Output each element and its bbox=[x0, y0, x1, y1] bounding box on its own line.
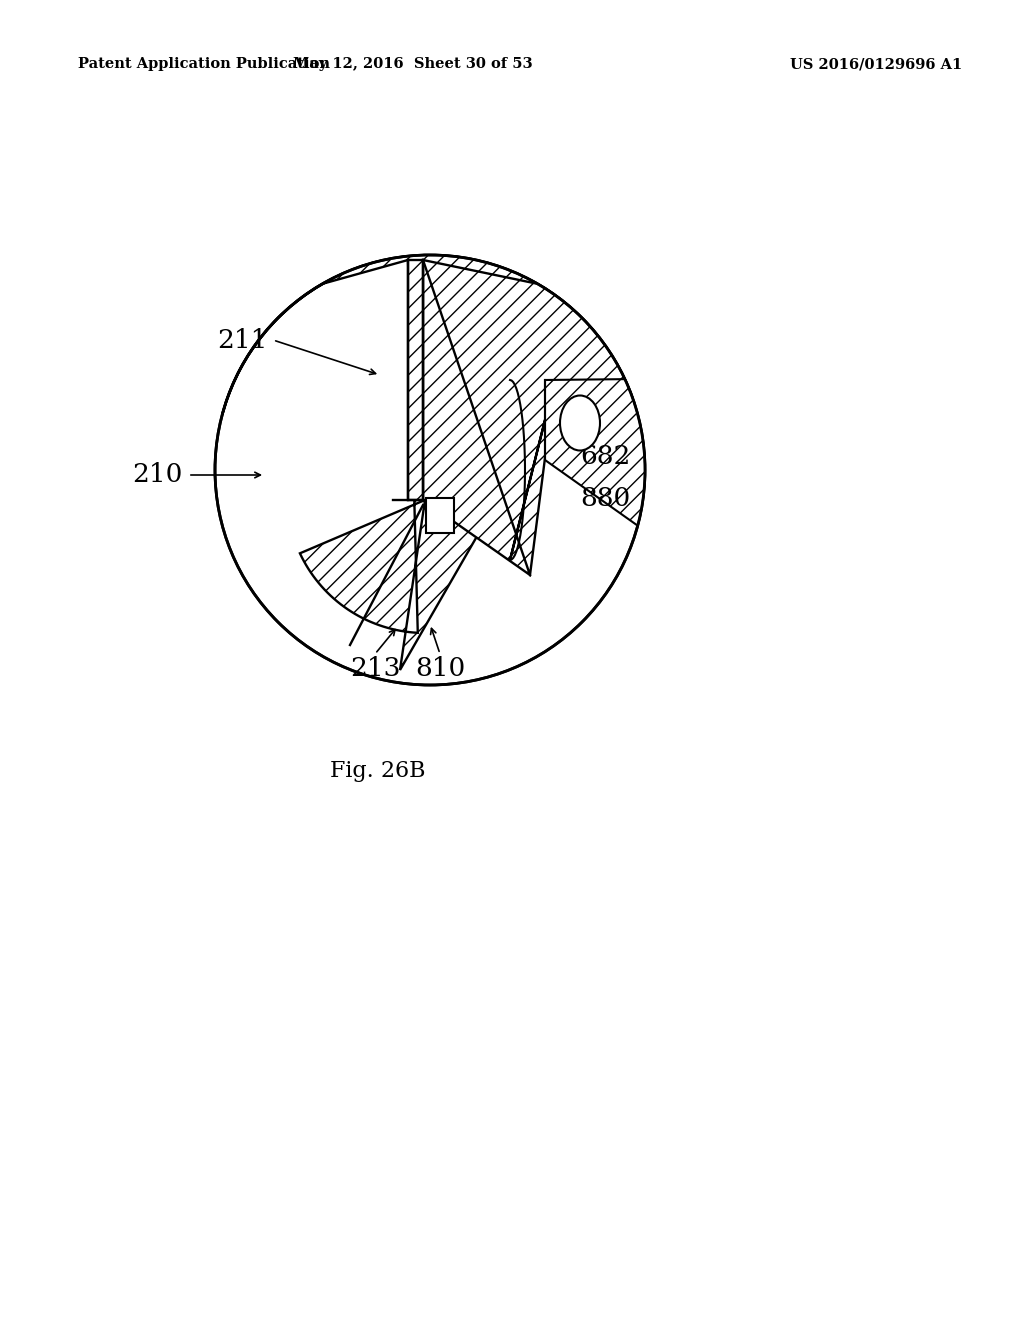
Polygon shape bbox=[222, 255, 595, 671]
Text: 682: 682 bbox=[580, 444, 631, 469]
Text: US 2016/0129696 A1: US 2016/0129696 A1 bbox=[790, 57, 963, 71]
Circle shape bbox=[215, 255, 645, 685]
Text: 211: 211 bbox=[218, 327, 268, 352]
Text: Fig. 26B: Fig. 26B bbox=[330, 760, 426, 781]
Text: Patent Application Publication: Patent Application Publication bbox=[78, 57, 330, 71]
Polygon shape bbox=[426, 498, 454, 533]
Text: 213: 213 bbox=[350, 656, 400, 681]
Polygon shape bbox=[545, 379, 645, 525]
Polygon shape bbox=[423, 260, 632, 576]
Text: May 12, 2016  Sheet 30 of 53: May 12, 2016 Sheet 30 of 53 bbox=[293, 57, 532, 71]
Ellipse shape bbox=[560, 396, 600, 450]
Text: 880: 880 bbox=[580, 486, 630, 511]
Text: 810: 810 bbox=[415, 656, 465, 681]
Polygon shape bbox=[408, 260, 423, 500]
Text: 210: 210 bbox=[133, 462, 183, 487]
